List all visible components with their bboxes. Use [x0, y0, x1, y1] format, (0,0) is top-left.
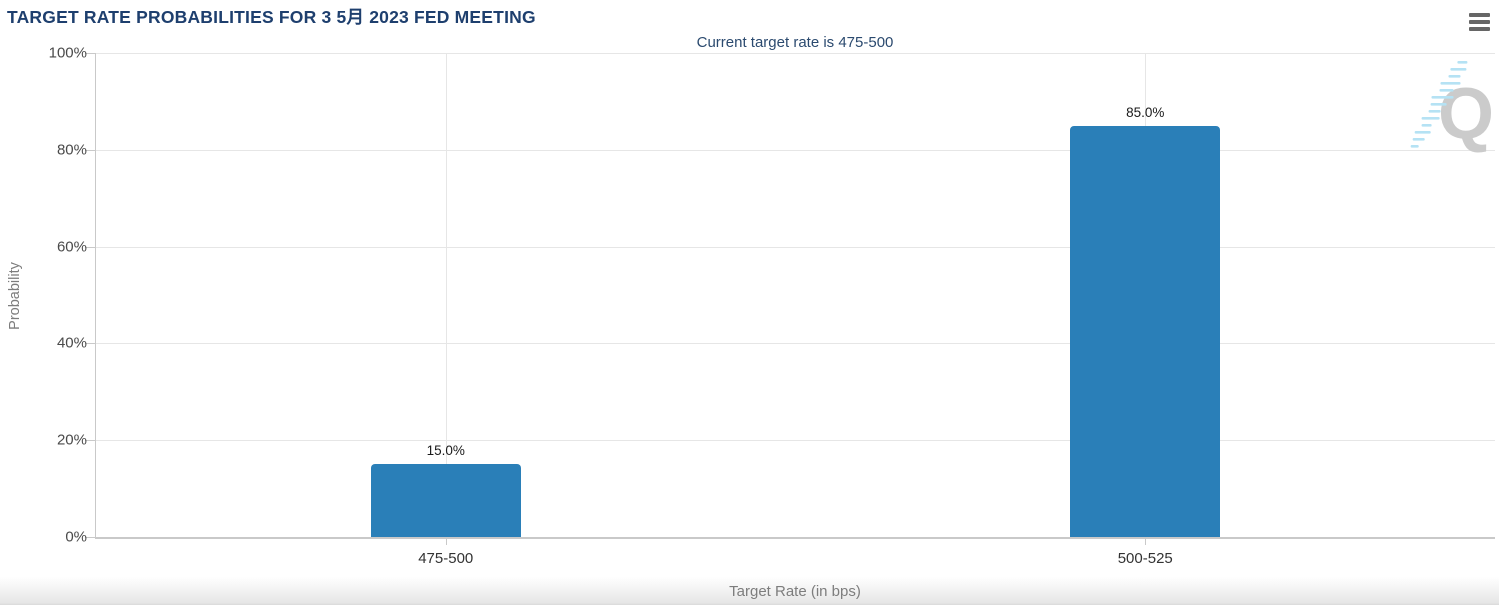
y-axis-tick — [85, 343, 95, 345]
watermark-logo-icon: Q — [1410, 61, 1494, 154]
y-axis-title: Probability — [7, 262, 23, 330]
x-category-label: 500-525 — [1117, 550, 1173, 567]
y-tick-label: 20% — [56, 431, 87, 449]
y-gridline — [96, 149, 1495, 151]
y-gridline — [96, 53, 1495, 54]
y-tick-label: 40% — [56, 334, 87, 352]
y-axis-tick — [85, 246, 95, 248]
plot-area: 0% 20% 40% 60% 80% 100% 15.0% 475-500 85.0% 500-5… — [49, 45, 1495, 567]
y-gridline — [96, 343, 1495, 345]
y-tick-label: 0% — [65, 528, 87, 546]
bar-value-label: 15.0% — [426, 443, 465, 459]
y-tick-label: 80% — [56, 141, 87, 159]
y-tick-label: 60% — [56, 238, 87, 256]
bar-value-label: 85.0% — [1126, 104, 1165, 120]
y-axis-tick — [85, 149, 95, 151]
y-gridline — [96, 246, 1495, 248]
y-axis-tick — [85, 537, 95, 538]
y-axis-tick — [85, 440, 95, 442]
y-axis-tick — [85, 53, 95, 54]
chart-subtitle: Current target rate is 475-500 — [696, 34, 894, 51]
x-category-label: 475-500 — [418, 550, 474, 567]
x-axis-title: Target Rate (in bps) — [729, 583, 861, 600]
chart-bar-475-500[interactable] — [370, 464, 521, 537]
hamburger-icon — [1469, 20, 1490, 24]
y-gridline — [96, 440, 1495, 442]
y-tick-label: 100% — [48, 44, 87, 62]
x-axis-tick — [1145, 539, 1147, 545]
hamburger-icon — [1469, 13, 1490, 17]
hamburger-icon — [1469, 27, 1490, 31]
context-menu-button[interactable] — [1466, 9, 1494, 35]
bottom-edge-gradient — [0, 577, 1499, 605]
x-axis-tick — [445, 539, 447, 545]
watermark-q-letter: Q — [1438, 74, 1494, 154]
chart-bar-500-525[interactable] — [1070, 125, 1221, 537]
chart-title: TARGET RATE PROBABILITIES FOR 3 5月 2023 … — [7, 7, 536, 27]
x-gridline — [445, 53, 447, 537]
